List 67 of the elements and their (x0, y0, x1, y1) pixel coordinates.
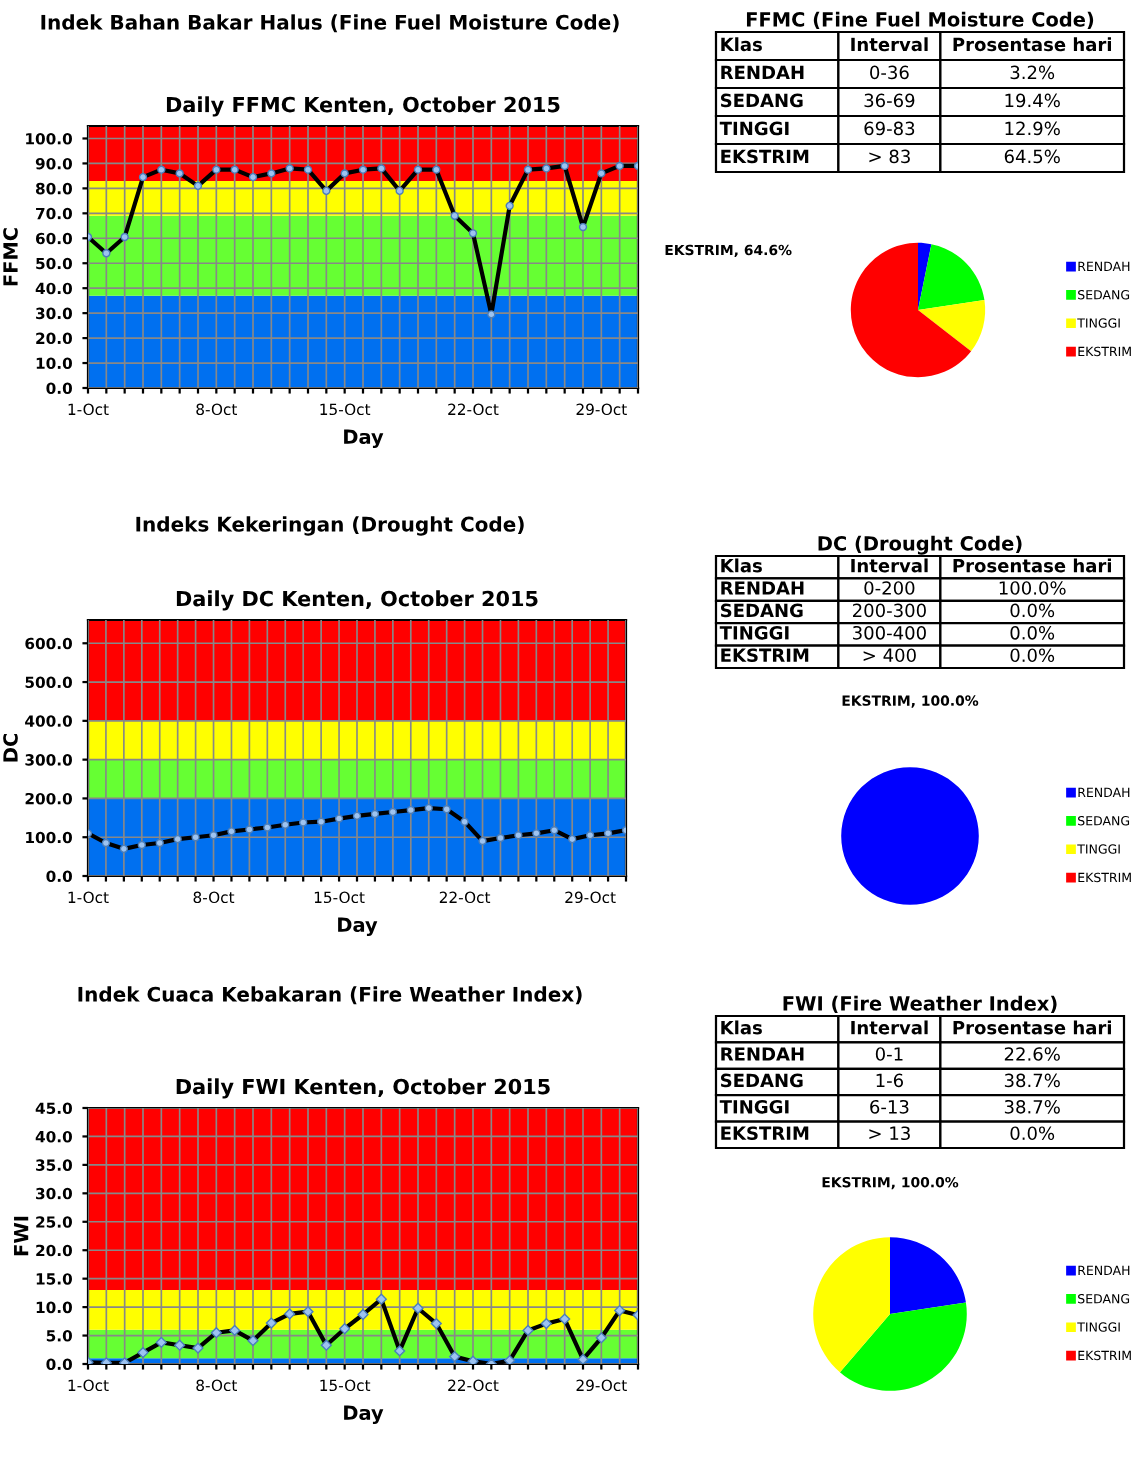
chart-title: Daily FWI Kenten, October 2015 (176, 1078, 550, 1099)
category-label: Klas (721, 37, 762, 52)
chart-title: Daily DC Kenten, October 2015 (176, 590, 538, 611)
text: 0-1 (875, 1047, 903, 1061)
pie-slice (839, 1302, 967, 1391)
category-label: TINGGI (719, 121, 789, 136)
text: 0.0% (1010, 625, 1055, 640)
text: 0.0% (1010, 1126, 1055, 1141)
category-label: RENDAH (721, 65, 804, 79)
pie-slice (918, 299, 986, 352)
text: > 400 (863, 648, 916, 663)
text: 0.0% (1010, 603, 1055, 618)
text: 38.7% (1004, 1073, 1060, 1088)
text: 38.7% (1004, 1099, 1060, 1114)
category-label: EKSTRIM (721, 149, 809, 164)
text: 0.0% (1010, 648, 1055, 663)
text: DC (Drought Code) (818, 535, 1022, 555)
pie-slice (890, 1237, 966, 1314)
text: 22.6% (1004, 1047, 1060, 1061)
category-label: EKSTRIM (721, 1126, 809, 1141)
text: 64.5% (1004, 149, 1060, 164)
category-label: Prosentase hari (953, 558, 1111, 573)
category-label: SEDANG (720, 1073, 803, 1088)
category-label: Klas (721, 558, 762, 573)
text: 6-13 (870, 1099, 909, 1114)
y-axis-title: FFMC (3, 228, 18, 286)
text: 300-400 (853, 625, 926, 640)
category-label: EKSTRIM (721, 648, 809, 663)
x-axis-title: Day (344, 429, 384, 448)
text: 0-36 (870, 65, 909, 80)
text: FWI (Fire Weather Index) (783, 995, 1057, 1014)
pie-slice (850, 242, 972, 378)
category-label: Klas (721, 1020, 762, 1035)
category-label: TINGGI (719, 625, 789, 640)
x-axis-title: Day (344, 1405, 384, 1424)
text: 19.4% (1005, 93, 1060, 108)
y-axis-title: FWI (14, 1216, 29, 1256)
text: 69-83 (864, 121, 915, 136)
text: 200-300 (853, 603, 926, 618)
x-axis-title: Day (338, 917, 378, 936)
category-label: Interval (851, 1020, 928, 1035)
text: Indek Cuaca Kebakaran (Fire Weather Index) (78, 986, 582, 1005)
text: Indeks Kekeringan (Drought Code) (136, 516, 524, 536)
text: 3.2% (1010, 65, 1055, 80)
category-label: SEDANG (720, 603, 803, 618)
pie-slice (813, 1237, 890, 1373)
text: Indek Bahan Bakar Halus (Fine Fuel Moisture Code) (41, 14, 619, 33)
text: > 13 (869, 1126, 910, 1141)
text: > 83 (869, 149, 910, 164)
category-label: RENDAH (721, 1047, 804, 1061)
category-label: RENDAH (721, 581, 804, 595)
text: 0-200 (864, 581, 915, 595)
pie-slice (918, 242, 932, 310)
text: 36-69 (864, 93, 915, 108)
text: 1-6 (876, 1073, 904, 1088)
category-label: SEDANG (720, 93, 803, 108)
category-label: Interval (851, 558, 928, 573)
category-label: TINGGI (719, 1099, 789, 1114)
category-label: Interval (851, 37, 928, 52)
chart-title: Daily FFMC Kenten, October 2015 (166, 96, 560, 117)
category-label: Prosentase hari (953, 1020, 1111, 1035)
y-axis-title: DC (3, 734, 18, 762)
text: 100.0% (999, 581, 1066, 595)
text: 12.9% (1005, 121, 1060, 136)
pie-slice (918, 244, 985, 310)
text: FFMC (Fine Fuel Moisture Code) (746, 11, 1094, 30)
category-label: Prosentase hari (953, 37, 1111, 52)
